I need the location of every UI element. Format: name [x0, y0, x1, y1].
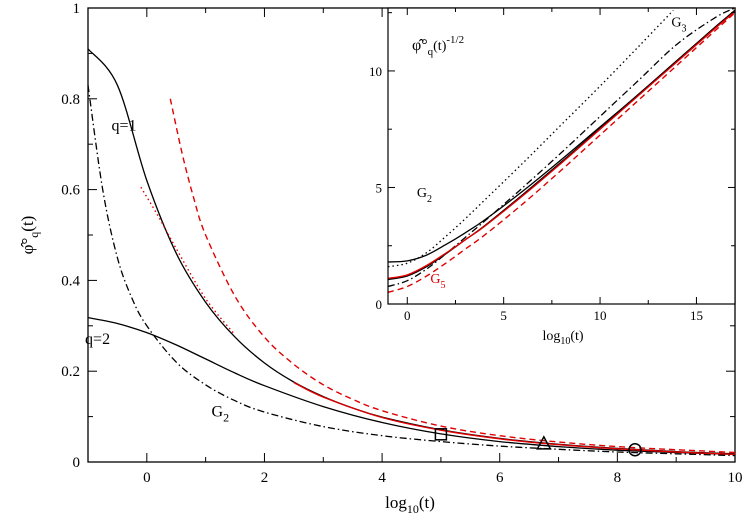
- inset-annotation-g3: G3: [671, 16, 686, 35]
- marker-circle: [628, 442, 642, 457]
- main-series-g2: [87, 85, 736, 457]
- inset-y-axis-title: φ̂°q(t)-1/2: [412, 34, 464, 58]
- main-series-q-2: [87, 316, 736, 455]
- main-x-tick-label: 10: [728, 470, 743, 486]
- svg-text:φ̂°q(t): φ̂°q(t): [18, 216, 41, 255]
- inset-y-tick-label: 0: [376, 297, 383, 312]
- inset-y-tick-label: 5: [376, 180, 383, 195]
- main-series-curve-5: [293, 381, 736, 455]
- inset-series-g5: [387, 12, 736, 293]
- inset-x-tick-label: 10: [594, 308, 607, 323]
- main-plot: 0 2 4 6 8 10 0 0.2 0.4 0.6 0.8 1 q=1 q=2 G2 φ̂°q(t) l…: [18, 1, 743, 516]
- main-y-tick-label: 0: [73, 455, 81, 471]
- inset-plot: 0 5 10 15 0 5 10 G3 G2 G5 φ̂°q(t)-1/2 log10(t): [369, 7, 736, 347]
- inset-series-curve-3: [387, 9, 736, 281]
- main-y-axis-title: φ̂°q(t): [18, 216, 41, 255]
- main-y-tick-label: 0.2: [61, 364, 80, 380]
- inset-annotation-g5: G5: [430, 272, 445, 291]
- inset-x-tick-label: 0: [404, 308, 411, 323]
- inset-plot-frame: [387, 7, 736, 305]
- main-y-tick-label: 0.6: [61, 183, 80, 199]
- main-series-curve-4: [140, 186, 236, 336]
- main-x-tick-label: 0: [143, 470, 151, 486]
- inset-x-tick-label: 15: [690, 308, 703, 323]
- main-x-tick-label: 6: [496, 470, 504, 486]
- main-annotation-q-2: q=2: [85, 331, 110, 348]
- main-annotation-g2: G2: [212, 404, 230, 425]
- marker-triangle: [536, 435, 552, 450]
- phi-hat-symbol: φ̂°: [18, 238, 37, 255]
- inset-series-curve-4: [387, 10, 736, 280]
- marker-square: [434, 428, 448, 441]
- inset-y-tick-label: 10: [369, 64, 382, 79]
- main-x-tick-label: 8: [614, 470, 622, 486]
- main-x-tick-label: 4: [378, 470, 386, 486]
- main-y-tick-label: 0.4: [61, 273, 80, 289]
- main-y-tick-label: 0.8: [61, 92, 80, 108]
- main-x-axis-title: log10(t): [385, 493, 435, 516]
- inset-x-axis-title: log10(t): [542, 329, 583, 347]
- main-x-tick-label: 2: [261, 470, 269, 486]
- inset-x-tick-label: 5: [500, 308, 507, 323]
- main-annotation-q-1: q=1: [112, 118, 137, 135]
- inset-annotation-g2: G2: [417, 186, 432, 205]
- subscript-q: q: [27, 232, 41, 238]
- main-series-curve-3: [169, 98, 736, 454]
- inset-series-g3: [387, 7, 736, 288]
- main-y-tick-label: 1: [73, 1, 81, 17]
